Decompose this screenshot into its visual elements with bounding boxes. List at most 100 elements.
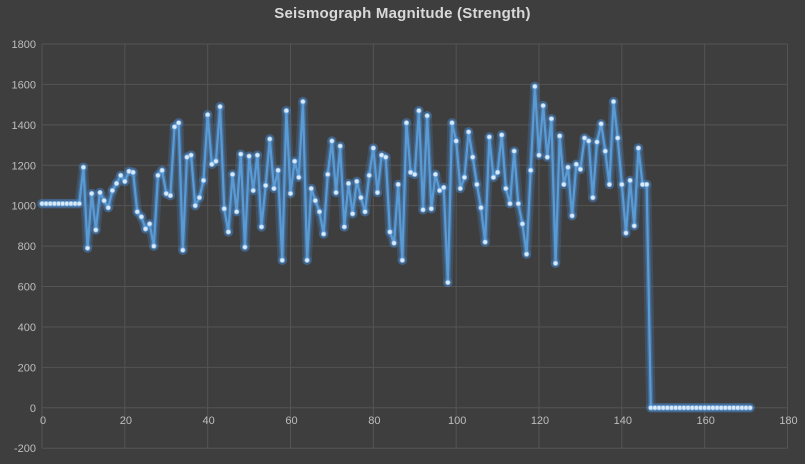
data-point-marker	[105, 205, 111, 211]
data-point-marker	[362, 209, 368, 215]
data-point-marker	[213, 158, 219, 164]
data-point-marker	[283, 107, 290, 114]
data-point-marker	[532, 83, 538, 90]
data-point-marker	[631, 223, 637, 229]
data-point-marker	[80, 164, 87, 170]
data-point-marker	[267, 136, 273, 142]
data-point-marker	[565, 164, 571, 170]
data-point-marker	[84, 245, 91, 251]
data-point-marker	[548, 116, 555, 122]
data-point-marker	[515, 200, 521, 207]
data-point-marker	[291, 158, 298, 164]
data-point-marker	[308, 185, 314, 192]
data-point-marker	[188, 152, 194, 158]
data-point-marker	[594, 139, 600, 145]
data-point-marker	[544, 154, 550, 160]
data-point-marker	[337, 143, 343, 149]
y-axis-tick-label: 1000	[12, 201, 36, 213]
data-point-marker	[461, 174, 468, 181]
data-point-marker	[320, 231, 327, 237]
data-point-marker	[395, 181, 401, 188]
x-axis-tick-label: 120	[531, 415, 549, 427]
data-point-marker	[490, 174, 497, 181]
data-point-marker	[333, 189, 339, 196]
data-point-marker	[130, 169, 136, 176]
data-point-marker	[312, 197, 319, 204]
data-point-marker	[602, 148, 608, 154]
data-point-marker	[97, 189, 103, 196]
data-point-marker	[217, 103, 223, 110]
data-point-marker	[420, 207, 426, 213]
data-point-marker	[474, 181, 480, 188]
data-point-marker	[279, 257, 285, 263]
data-point-marker	[155, 172, 161, 179]
x-axis-tick-label: 60	[285, 415, 297, 427]
data-point-marker	[378, 152, 385, 158]
data-point-marker	[482, 239, 488, 245]
data-point-marker	[643, 181, 650, 188]
data-point-marker	[445, 279, 451, 286]
data-point-marker	[196, 194, 203, 201]
data-point-marker	[238, 151, 244, 157]
y-axis-tick-label: 1400	[12, 120, 36, 132]
data-point-marker	[184, 154, 190, 160]
y-axis-tick-label: 600	[18, 282, 36, 294]
data-point-marker	[503, 185, 509, 192]
data-point-marker	[494, 169, 501, 176]
x-axis-tick-label: 180	[779, 415, 797, 427]
data-point-marker	[117, 172, 124, 179]
data-point-marker	[399, 257, 406, 263]
data-point-marker	[250, 187, 256, 194]
data-point-marker	[200, 177, 207, 184]
data-point-marker	[478, 205, 484, 211]
data-point-marker	[581, 135, 588, 141]
data-point-marker	[296, 174, 302, 181]
y-axis-tick-label: 400	[18, 322, 36, 334]
data-point-marker	[590, 194, 596, 201]
data-point-marker	[619, 181, 625, 188]
data-point-marker	[262, 182, 269, 189]
data-point-marker	[370, 145, 377, 151]
data-point-marker	[229, 171, 236, 178]
data-point-marker	[391, 240, 397, 246]
data-point-marker	[428, 206, 435, 212]
y-axis-tick-label: 200	[18, 362, 36, 374]
data-point-marker	[470, 154, 476, 160]
data-point-marker	[88, 190, 95, 197]
y-axis-tick-label: 1200	[12, 160, 36, 172]
y-axis-tick-label: 1600	[12, 79, 36, 91]
data-point-marker	[383, 154, 389, 160]
data-point-marker	[146, 221, 153, 227]
data-point-marker	[167, 192, 174, 199]
data-point-marker	[246, 153, 252, 159]
data-point-marker	[93, 227, 99, 233]
data-point-marker	[275, 167, 281, 174]
x-axis-tick-label: 0	[40, 415, 46, 427]
data-point-marker	[341, 224, 348, 230]
data-point-marker	[76, 200, 82, 207]
data-point-marker	[540, 102, 546, 109]
data-point-marker	[242, 244, 248, 250]
data-point-marker	[354, 178, 360, 185]
data-point-marker	[109, 187, 116, 194]
y-axis-tick-label: -200	[14, 443, 36, 455]
data-point-marker	[416, 107, 422, 114]
data-point-marker	[192, 202, 198, 209]
data-point-marker	[358, 194, 364, 201]
data-point-marker	[175, 120, 182, 126]
data-point-marker	[577, 166, 584, 173]
data-point-marker	[204, 112, 211, 118]
data-point-marker	[561, 181, 567, 188]
x-axis-tick-label: 140	[614, 415, 632, 427]
x-axis-tick-label: 160	[696, 415, 714, 427]
data-point-marker	[536, 152, 542, 158]
data-point-marker	[300, 98, 306, 105]
data-point-marker	[507, 200, 513, 207]
data-point-marker	[159, 167, 165, 174]
data-point-marker	[586, 138, 592, 144]
data-point-marker	[122, 178, 128, 185]
data-point-marker	[453, 138, 459, 144]
data-point-marker	[610, 98, 617, 105]
data-point-marker	[511, 148, 517, 154]
